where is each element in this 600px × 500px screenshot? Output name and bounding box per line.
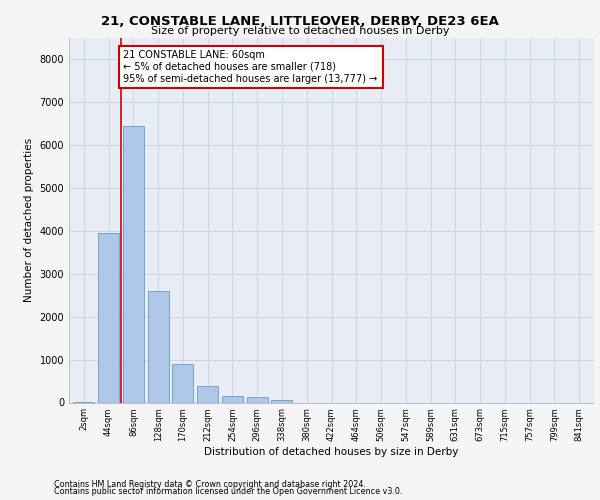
Y-axis label: Number of detached properties: Number of detached properties [24, 138, 34, 302]
Text: Contains public sector information licensed under the Open Government Licence v3: Contains public sector information licen… [54, 488, 403, 496]
Bar [197, 386, 218, 402]
Text: Size of property relative to detached houses in Derby: Size of property relative to detached ho… [151, 26, 449, 36]
Text: Contains HM Land Registry data © Crown copyright and database right 2024.: Contains HM Land Registry data © Crown c… [54, 480, 366, 489]
Bar [123, 126, 144, 402]
Bar [222, 396, 243, 402]
Bar [148, 291, 169, 403]
Bar [98, 233, 119, 402]
Bar [271, 400, 292, 402]
Bar [172, 364, 193, 403]
Text: 21, CONSTABLE LANE, LITTLEOVER, DERBY, DE23 6EA: 21, CONSTABLE LANE, LITTLEOVER, DERBY, D… [101, 15, 499, 28]
Bar [247, 398, 268, 402]
X-axis label: Distribution of detached houses by size in Derby: Distribution of detached houses by size … [205, 447, 458, 457]
Text: 21 CONSTABLE LANE: 60sqm
← 5% of detached houses are smaller (718)
95% of semi-d: 21 CONSTABLE LANE: 60sqm ← 5% of detache… [124, 50, 378, 84]
